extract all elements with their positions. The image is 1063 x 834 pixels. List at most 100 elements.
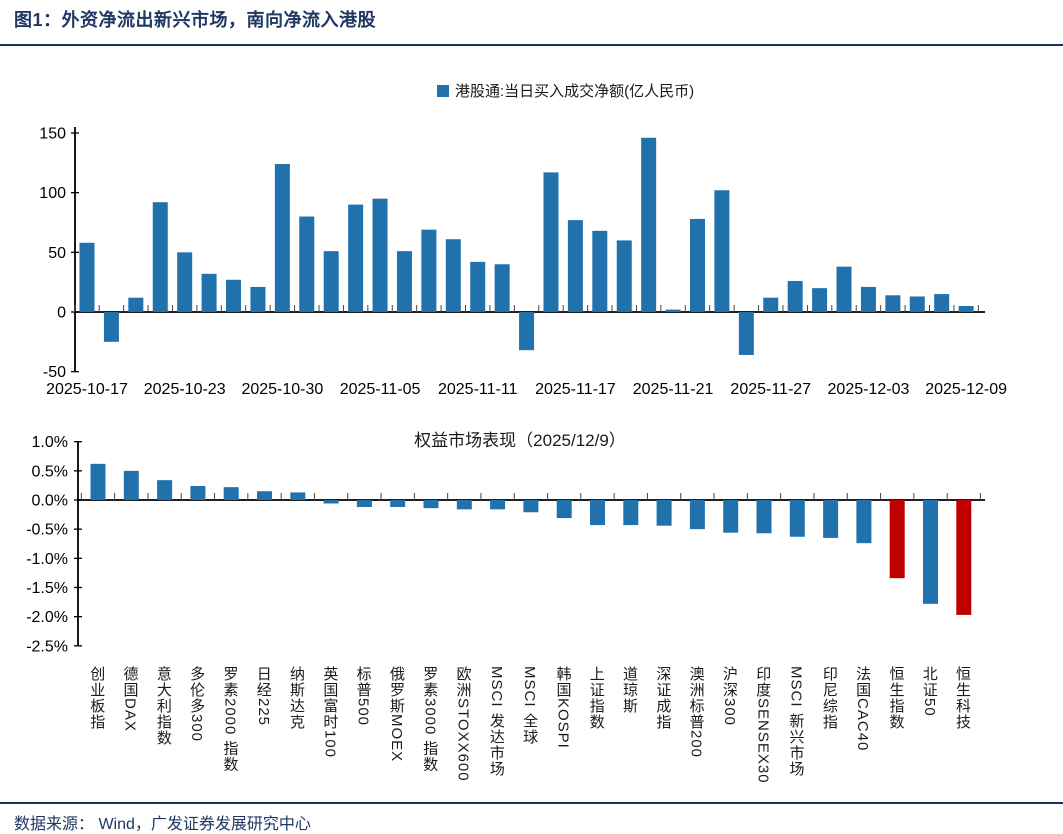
flow-bar xyxy=(641,137,657,312)
category-label: 欧洲STOXX600 xyxy=(454,666,472,782)
category-label: MSCI 全球 xyxy=(521,666,539,745)
flow-bar xyxy=(274,164,290,312)
flow-bar xyxy=(763,297,779,312)
flow-bar xyxy=(79,242,95,312)
flow-bar xyxy=(421,229,437,312)
y-tick-label: 0.0% xyxy=(32,493,68,510)
category-label: 印尼综指 xyxy=(820,666,838,730)
flow-bar xyxy=(201,273,217,312)
category-label: 罗素3000 指数 xyxy=(421,666,439,773)
equity-performance-chart: 1.0% 0.5% 0.0% -0.5% -1.0% -1.5% -2.0% -2.5% xyxy=(26,434,985,655)
flow-bar xyxy=(250,286,266,312)
equity-performance-chart-title: 权益市场表现（2025/12/9） xyxy=(414,431,626,450)
flow-bar xyxy=(470,261,486,312)
performance-bar xyxy=(823,500,839,538)
flow-bar xyxy=(128,297,144,312)
performance-bar xyxy=(90,463,106,500)
legend-southbound-flow: 港股通:当日买入成交净额(亿人民币) xyxy=(437,80,694,101)
title-divider xyxy=(0,44,1063,46)
x-tick-label: 2025-10-30 xyxy=(241,381,323,398)
category-label: 罗素2000 指数 xyxy=(221,666,239,773)
x-tick-label: 2025-10-23 xyxy=(144,381,226,398)
x-tick-label: 2025-11-11 xyxy=(438,381,518,398)
category-label: MSCI 发达市场 xyxy=(487,666,505,777)
x-tick-label: 2025-11-17 xyxy=(535,381,616,398)
flow-bar xyxy=(738,312,754,355)
flow-bar xyxy=(616,240,632,312)
flow-bar xyxy=(372,198,388,312)
flow-bar xyxy=(787,280,803,312)
figure-title: 图1：外资净流出新兴市场，南向净流入港股 xyxy=(14,10,377,30)
y-tick-label: -0.5% xyxy=(26,522,68,539)
category-label: 意大利指数 xyxy=(154,666,172,746)
flow-bar xyxy=(323,251,339,312)
flow-bar xyxy=(665,309,681,312)
category-label: 标普500 xyxy=(354,666,372,727)
performance-bar xyxy=(623,500,639,526)
flow-bar xyxy=(885,295,901,312)
category-label: 上证指数 xyxy=(587,666,605,730)
y-tick-label: -2.5% xyxy=(26,638,68,655)
flow-bar xyxy=(103,312,119,342)
category-label: 印度SENSEX30 xyxy=(754,666,772,784)
category-label: 韩国KOSPI xyxy=(554,666,572,749)
performance-bar xyxy=(656,500,672,526)
flow-bar xyxy=(152,202,168,312)
performance-bar xyxy=(789,500,805,537)
category-label: 日经225 xyxy=(254,666,272,727)
flow-bar xyxy=(445,239,461,312)
performance-bar xyxy=(356,500,372,507)
y-tick-label: 50 xyxy=(48,245,66,262)
flow-bar xyxy=(567,220,583,312)
category-label: 俄罗斯MOEX xyxy=(387,666,405,763)
legend-label: 港股通:当日买入成交净额(亿人民币) xyxy=(455,83,695,100)
category-label: 恒生科技 xyxy=(954,666,972,730)
category-label: 法国CAC40 xyxy=(854,666,872,752)
performance-bar xyxy=(490,500,506,510)
performance-bar xyxy=(190,486,206,500)
performance-bar-highlight xyxy=(956,500,972,615)
y-tick-label: 150 xyxy=(39,126,66,143)
x-tick-label: 2025-11-05 xyxy=(340,381,421,398)
data-source-note: 数据来源： Wind，广发证券发展研究中心 xyxy=(14,816,311,833)
flow-bar xyxy=(543,172,559,312)
category-label: 创业板指 xyxy=(88,666,106,730)
performance-bar xyxy=(123,470,139,500)
flow-bar xyxy=(226,279,242,312)
category-label: 道琼斯 xyxy=(621,666,639,714)
category-label: 多伦多300 xyxy=(188,666,206,743)
performance-bar xyxy=(523,500,539,513)
flow-bar xyxy=(348,204,364,312)
performance-bar xyxy=(556,500,572,519)
performance-bar xyxy=(590,500,605,526)
performance-bar xyxy=(723,500,739,533)
flow-bar xyxy=(934,294,950,312)
flow-bar xyxy=(690,218,705,312)
performance-bar xyxy=(223,487,239,500)
footer-divider xyxy=(0,802,1063,804)
performance-bar xyxy=(257,491,272,500)
performance-bar xyxy=(323,500,339,504)
flow-bar xyxy=(836,266,852,312)
y-tick-label: 100 xyxy=(39,185,66,202)
performance-bar-highlight xyxy=(889,500,905,579)
y-tick-label: -50 xyxy=(43,364,66,381)
category-label: 北证50 xyxy=(920,666,938,717)
x-tick-label: 2025-12-03 xyxy=(828,381,910,398)
flow-bar xyxy=(860,286,876,312)
performance-bar xyxy=(923,500,938,604)
flow-bar xyxy=(299,216,315,312)
x-tick-label: 2025-12-09 xyxy=(925,381,1007,398)
performance-bar xyxy=(157,480,173,500)
flow-bar xyxy=(714,190,730,312)
flow-bar xyxy=(494,264,510,312)
y-tick-label: -1.5% xyxy=(26,580,68,597)
x-tick-label: 2025-11-21 xyxy=(633,381,714,398)
category-label: 德国DAX xyxy=(121,666,139,732)
performance-bar xyxy=(456,500,472,510)
x-tick-label: 2025-10-17 xyxy=(46,381,128,398)
category-label: 恒生指数 xyxy=(887,666,905,730)
performance-bar xyxy=(756,500,772,534)
